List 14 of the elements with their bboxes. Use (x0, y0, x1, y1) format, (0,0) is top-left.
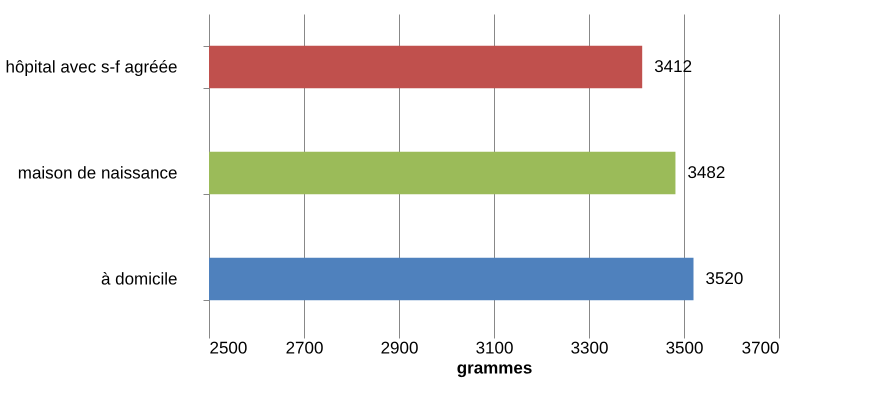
data-label: 3412 (654, 57, 692, 76)
x-tick-label: 2700 (286, 338, 324, 358)
x-tick-label: 3100 (476, 338, 514, 358)
x-tick-label: 3300 (570, 338, 608, 358)
x-tick-label: 2500 (210, 338, 248, 358)
x-tick-label: 2900 (380, 338, 418, 358)
x-axis-title: grammes (456, 358, 532, 378)
x-tick-label: 3700 (742, 338, 780, 358)
y-tick-label: à domicile (100, 270, 178, 288)
data-label: 3482 (687, 163, 726, 182)
data-label: 3520 (706, 269, 744, 288)
y-tick-label: maison de naissance (18, 164, 178, 182)
x-tick-label: 3500 (666, 338, 704, 358)
y-tick-label: hôpital avec s-f agréée (6, 58, 178, 76)
